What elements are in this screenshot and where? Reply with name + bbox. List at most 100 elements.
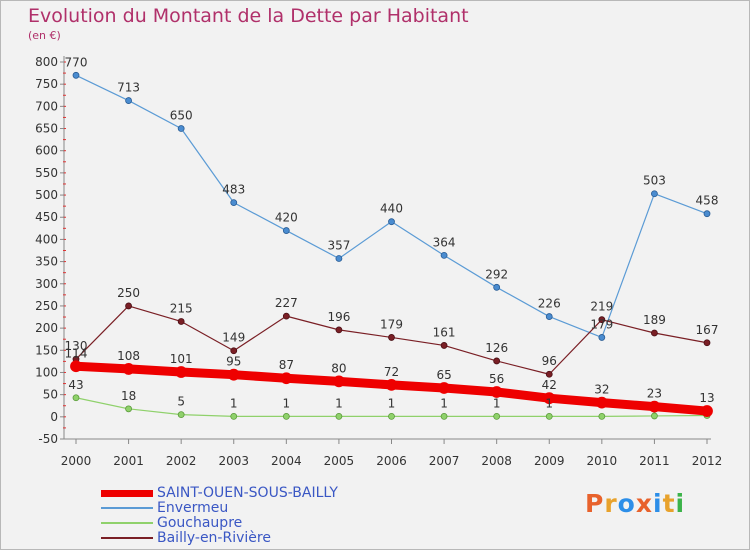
data-label: 226 — [538, 297, 561, 311]
y-tick-label: -50 — [38, 432, 58, 446]
data-point — [230, 347, 238, 355]
data-label: 227 — [275, 296, 298, 310]
data-point — [175, 366, 188, 378]
data-point — [701, 405, 713, 417]
data-point — [385, 378, 398, 391]
data-label: 713 — [117, 81, 140, 95]
data-label: 196 — [327, 310, 350, 324]
legend-label: Envermeu — [157, 500, 229, 516]
x-tick-label: 2012 — [692, 454, 723, 468]
data-point — [651, 190, 658, 198]
data-label: 219 — [590, 300, 613, 314]
legend-swatch — [101, 522, 153, 524]
legend-item-saint-ouen[interactable]: SAINT-OUEN-SOUS-BAILLY — [101, 485, 401, 501]
y-tick-label: 200 — [35, 321, 58, 335]
y-tick-label: 650 — [35, 122, 58, 136]
data-label: 1 — [388, 396, 396, 410]
data-label: 42 — [542, 378, 557, 392]
data-point — [177, 411, 185, 419]
data-point — [230, 412, 238, 420]
data-point — [438, 382, 450, 394]
data-label: 95 — [226, 355, 241, 369]
data-point — [598, 334, 606, 341]
data-label: 420 — [275, 211, 298, 225]
proxiti-logo: Proxiti — [585, 489, 685, 518]
legend-item-gouchaupre[interactable]: Gouchaupre — [101, 515, 401, 531]
logo-letter: t — [662, 489, 676, 518]
data-point — [440, 342, 448, 349]
data-label: 1 — [335, 396, 343, 410]
legend-label: SAINT-OUEN-SOUS-BAILLY — [157, 485, 338, 501]
y-tick-label: 50 — [43, 388, 58, 402]
legend-swatch — [101, 537, 153, 539]
chart-subtitle: (en €) — [28, 29, 61, 42]
data-point — [490, 386, 503, 398]
y-tick-label: 300 — [35, 277, 58, 291]
legend: SAINT-OUEN-SOUS-BAILLY Envermeu Gouchaup… — [101, 485, 401, 546]
logo-letter: P — [585, 489, 605, 518]
data-label: 364 — [433, 235, 456, 249]
data-label: 65 — [436, 368, 451, 382]
data-label: 101 — [170, 352, 193, 366]
logo-letter: x — [635, 489, 653, 518]
data-label: 292 — [485, 267, 508, 281]
data-point — [545, 313, 553, 320]
y-tick-label: 100 — [35, 365, 58, 379]
data-point — [72, 394, 80, 402]
x-tick-label: 2000 — [61, 454, 92, 468]
data-label: 18 — [121, 389, 136, 403]
data-label: 32 — [594, 383, 609, 397]
data-label: 72 — [384, 365, 399, 379]
y-tick-label: 350 — [35, 255, 58, 269]
data-label: 1 — [283, 396, 291, 410]
data-point — [125, 405, 132, 413]
legend-swatch — [101, 507, 153, 509]
legend-label: Gouchaupre — [157, 515, 243, 531]
data-point — [282, 227, 290, 234]
data-point — [335, 255, 343, 262]
data-point — [122, 363, 135, 375]
y-tick-label: 150 — [35, 343, 58, 357]
data-point — [333, 375, 345, 388]
data-label: 1 — [545, 396, 553, 410]
data-label: 96 — [542, 354, 557, 368]
data-point — [335, 412, 343, 420]
data-label: 43 — [68, 378, 83, 392]
data-point — [282, 312, 290, 320]
data-label: 215 — [170, 301, 193, 315]
x-tick-label: 2002 — [166, 454, 197, 468]
y-tick-label: 400 — [35, 232, 58, 246]
data-point — [703, 339, 711, 347]
data-point — [282, 412, 290, 420]
data-point — [230, 199, 238, 206]
data-label: 87 — [279, 358, 294, 372]
data-label: 440 — [380, 202, 403, 216]
data-label: 357 — [327, 238, 350, 252]
data-point — [125, 302, 132, 310]
data-label: 13 — [699, 391, 714, 405]
data-point — [72, 71, 80, 79]
data-point — [493, 357, 501, 365]
x-tick-label: 2007 — [429, 454, 460, 468]
data-label: 56 — [489, 372, 504, 386]
data-label: 126 — [485, 341, 508, 355]
data-label: 1 — [230, 396, 238, 410]
legend-item-bailly[interactable]: Bailly-en-Rivière — [101, 530, 401, 546]
logo-letter: i — [653, 489, 663, 518]
y-tick-label: 600 — [35, 144, 58, 158]
y-tick-label: 800 — [35, 55, 58, 69]
data-label: 149 — [222, 331, 245, 345]
y-tick-label: 550 — [35, 166, 58, 180]
data-point — [545, 412, 553, 420]
legend-label: Bailly-en-Rivière — [157, 530, 271, 546]
logo-letter: r — [604, 489, 618, 518]
data-label: 250 — [117, 286, 140, 300]
data-point — [598, 412, 606, 420]
data-point — [595, 396, 608, 409]
x-tick-label: 2010 — [587, 454, 618, 468]
legend-item-envermeu[interactable]: Envermeu — [101, 500, 401, 516]
data-point — [545, 370, 553, 378]
data-point — [493, 283, 501, 291]
data-point — [440, 412, 448, 420]
